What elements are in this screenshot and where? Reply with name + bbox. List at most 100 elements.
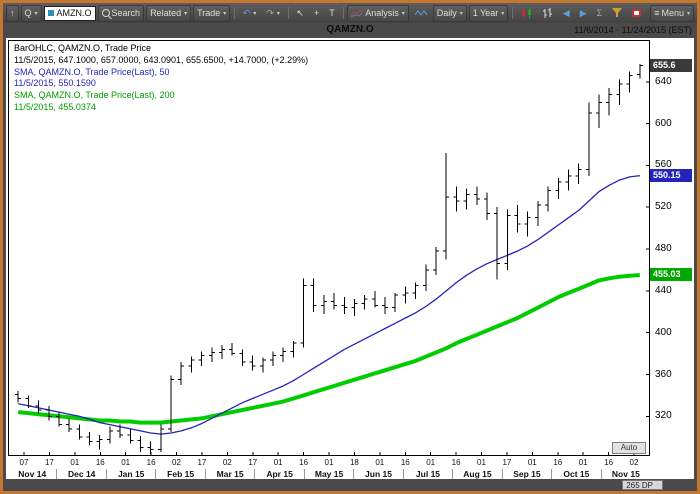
step-back-button[interactable]: ◀ bbox=[559, 5, 574, 22]
ohlc-bars-icon bbox=[542, 7, 552, 18]
instrument-icon bbox=[47, 10, 54, 16]
alert-icon bbox=[632, 9, 642, 17]
day-tick-label: 01 bbox=[70, 458, 80, 467]
menu-lines-icon: ≡ bbox=[654, 8, 660, 18]
month-label: Nov 14 bbox=[18, 469, 47, 479]
month-label: Jan 15 bbox=[105, 469, 155, 481]
datapoints-label: 265 DP bbox=[626, 480, 653, 490]
menu-label: Menu bbox=[661, 8, 684, 18]
chevron-down-icon: ▾ bbox=[687, 10, 691, 17]
day-tick-label: 07 bbox=[19, 458, 29, 467]
next-icon: ▶ bbox=[579, 7, 587, 18]
day-tick-label: 17 bbox=[44, 458, 54, 467]
month-label: Dec 14 bbox=[56, 469, 105, 481]
chevron-down-icon: ▾ bbox=[501, 10, 505, 17]
chevron-down-icon: ▾ bbox=[253, 10, 257, 17]
crosshair-tool-button[interactable]: + bbox=[310, 5, 323, 22]
sigma-icon: Σ bbox=[596, 8, 603, 18]
datapoints-dropdown[interactable]: 265 DP ▾ bbox=[622, 480, 663, 490]
day-tick-label: 01 bbox=[324, 458, 334, 467]
chart-header: QAMZN.O 11/6/2014 - 11/24/2015 (EST) bbox=[3, 23, 697, 38]
interval-label: Daily bbox=[436, 8, 457, 18]
sma200-price-badge: 455.03 bbox=[650, 268, 692, 282]
day-tick-label: 01 bbox=[426, 458, 436, 467]
undo-icon: ↶ bbox=[242, 7, 251, 18]
text-tool-icon: T bbox=[329, 8, 335, 18]
chevron-down-icon: ▾ bbox=[655, 482, 659, 489]
chevron-down-icon: ▾ bbox=[276, 10, 280, 17]
pointer-tool-button[interactable]: ↖ bbox=[292, 5, 308, 22]
candle-style-button[interactable] bbox=[517, 5, 536, 22]
nav-up-button[interactable]: ↑ bbox=[6, 4, 19, 22]
month-label: Oct 15 bbox=[551, 469, 600, 481]
month-label: Jul 15 bbox=[402, 469, 452, 481]
chevron-down-icon: ▾ bbox=[223, 10, 227, 17]
pointer-icon: ↖ bbox=[296, 7, 304, 18]
price-axis-label: 640 bbox=[655, 75, 672, 87]
alert-button[interactable] bbox=[628, 5, 646, 22]
auto-scale-button[interactable]: Auto bbox=[612, 442, 646, 454]
ticker-value: AMZN.O bbox=[56, 8, 92, 18]
day-tick-label: 17 bbox=[197, 458, 207, 467]
sum-button[interactable]: Σ bbox=[593, 5, 607, 22]
status-bar: 265 DP ▾ bbox=[3, 479, 697, 491]
wave-tool-button[interactable] bbox=[411, 5, 431, 22]
search-button[interactable]: Search bbox=[97, 4, 145, 22]
chevron-down-icon: ▾ bbox=[401, 10, 405, 17]
text-tool-button[interactable]: T bbox=[325, 5, 339, 22]
day-tick-label: 02 bbox=[222, 458, 232, 467]
day-tick-label: 17 bbox=[502, 458, 512, 467]
up-arrow-icon: ↑ bbox=[10, 8, 15, 18]
month-label: Aug 15 bbox=[452, 469, 501, 481]
chevron-down-icon: ▾ bbox=[459, 10, 463, 17]
day-tick-label: 01 bbox=[375, 458, 385, 467]
search-label: Search bbox=[111, 8, 141, 18]
redo-button[interactable]: ↷ ▾ bbox=[262, 5, 284, 22]
day-tick-label: 17 bbox=[248, 458, 258, 467]
search-icon bbox=[101, 9, 110, 17]
menu-button[interactable]: ≡ Menu ▾ bbox=[650, 4, 695, 22]
analysis-zigzag-icon bbox=[351, 8, 363, 17]
related-dropdown[interactable]: Related ▾ bbox=[146, 4, 192, 22]
day-tick-label: 16 bbox=[553, 458, 563, 467]
month-label-row: Nov 14 Dec 14 Jan 15 Feb 15 Mar 15 Apr 15 May … bbox=[8, 469, 650, 481]
chevron-down-icon: ▾ bbox=[34, 10, 38, 17]
day-tick-label: 16 bbox=[146, 458, 156, 467]
day-tick-label: 16 bbox=[451, 458, 461, 467]
day-tick-label: 16 bbox=[604, 458, 614, 467]
range-dropdown[interactable]: 1 Year ▾ bbox=[468, 4, 509, 22]
day-tick-label: 16 bbox=[299, 458, 309, 467]
day-tick-label: 01 bbox=[578, 458, 588, 467]
ticker-input[interactable]: AMZN.O bbox=[43, 5, 96, 21]
day-tick-label: 16 bbox=[95, 458, 105, 467]
date-range: 11/6/2014 - 11/24/2015 (EST) bbox=[574, 25, 692, 35]
last-price-badge: 655.6 bbox=[650, 58, 692, 72]
quote-button[interactable]: Q ▾ bbox=[20, 4, 42, 22]
price-axis-label: 360 bbox=[655, 368, 672, 380]
previous-icon: ◀ bbox=[562, 7, 570, 18]
undo-button[interactable]: ↶ ▾ bbox=[239, 5, 261, 22]
interval-dropdown[interactable]: Daily ▾ bbox=[432, 4, 467, 22]
sma50-price-badge: 550.15 bbox=[650, 168, 692, 182]
price-axis-label: 560 bbox=[655, 159, 672, 171]
price-axis: 320 360 400 440 480 520 560 600 640 bbox=[654, 40, 692, 456]
month-label: Feb 15 bbox=[155, 469, 204, 481]
ohlc-style-button[interactable] bbox=[538, 5, 557, 22]
day-tick-label: 02 bbox=[629, 458, 639, 467]
chart-plot-area[interactable] bbox=[8, 40, 650, 456]
filter-button[interactable] bbox=[608, 5, 626, 22]
analysis-dropdown[interactable]: Analysis ▾ bbox=[347, 4, 409, 22]
month-label: Sep 15 bbox=[501, 469, 551, 481]
price-axis-label: 520 bbox=[655, 201, 672, 213]
wave-icon bbox=[414, 9, 427, 16]
redo-icon: ↷ bbox=[266, 7, 274, 18]
month-label: Apr 15 bbox=[254, 469, 303, 481]
day-tick-row: 07 17 01 16 01 16 02 17 02 17 01 16 01 18 01 16 01 16 01 17… bbox=[8, 458, 650, 469]
month-label: Nov 15 bbox=[600, 469, 650, 481]
step-forward-button[interactable]: ▶ bbox=[576, 5, 591, 22]
price-axis-label: 440 bbox=[655, 284, 672, 296]
trade-dropdown[interactable]: Trade ▾ bbox=[193, 4, 231, 22]
related-label: Related bbox=[150, 8, 182, 18]
day-tick-label: 02 bbox=[172, 458, 181, 467]
quote-q-icon: Q bbox=[24, 8, 32, 18]
